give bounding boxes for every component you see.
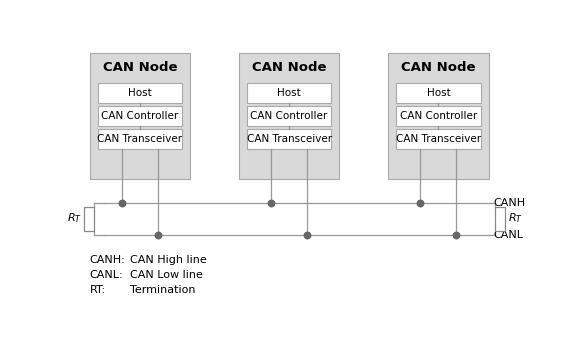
Text: CANL: CANL: [493, 230, 523, 240]
Point: [266, 200, 275, 206]
Text: $R_T$: $R_T$: [67, 211, 82, 224]
Text: CAN Node: CAN Node: [102, 61, 177, 74]
Text: CAN High line: CAN High line: [130, 255, 206, 265]
FancyBboxPatch shape: [388, 53, 489, 179]
Text: Host: Host: [128, 88, 152, 98]
FancyBboxPatch shape: [396, 129, 481, 149]
Text: CAN Controller: CAN Controller: [251, 111, 328, 121]
FancyBboxPatch shape: [396, 106, 481, 126]
Text: CAN Node: CAN Node: [401, 61, 476, 74]
FancyBboxPatch shape: [247, 84, 331, 103]
FancyBboxPatch shape: [98, 84, 182, 103]
FancyBboxPatch shape: [247, 106, 331, 126]
Point: [416, 200, 425, 206]
Text: CAN Controller: CAN Controller: [400, 111, 477, 121]
Text: CAN Controller: CAN Controller: [101, 111, 178, 121]
Text: CANH:: CANH:: [90, 255, 125, 265]
Text: CANH: CANH: [493, 198, 525, 208]
FancyBboxPatch shape: [396, 84, 481, 103]
Point: [452, 232, 461, 238]
Text: $R_T$: $R_T$: [508, 211, 523, 224]
FancyBboxPatch shape: [98, 106, 182, 126]
Text: Host: Host: [277, 88, 301, 98]
FancyBboxPatch shape: [98, 129, 182, 149]
Text: Host: Host: [427, 88, 450, 98]
Text: CAN Transceiver: CAN Transceiver: [396, 134, 481, 144]
FancyBboxPatch shape: [247, 129, 331, 149]
Text: CAN Transceiver: CAN Transceiver: [97, 134, 182, 144]
Point: [154, 232, 163, 238]
FancyBboxPatch shape: [239, 53, 339, 179]
Text: CAN Low line: CAN Low line: [130, 270, 202, 280]
Text: CANL:: CANL:: [90, 270, 123, 280]
Text: RT:: RT:: [90, 285, 106, 295]
Point: [302, 232, 312, 238]
FancyBboxPatch shape: [85, 207, 94, 231]
FancyBboxPatch shape: [495, 207, 505, 231]
Point: [117, 200, 126, 206]
Text: CAN Node: CAN Node: [252, 61, 327, 74]
Text: CAN Transceiver: CAN Transceiver: [247, 134, 332, 144]
Text: Termination: Termination: [130, 285, 196, 295]
FancyBboxPatch shape: [90, 53, 190, 179]
